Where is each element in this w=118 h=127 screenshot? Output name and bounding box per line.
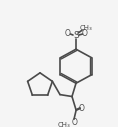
Text: O: O — [72, 118, 78, 126]
Text: CH₃: CH₃ — [80, 25, 92, 31]
Text: O: O — [65, 29, 71, 38]
Text: O: O — [82, 29, 88, 38]
Text: CH₃: CH₃ — [58, 122, 70, 127]
Text: O: O — [79, 104, 85, 113]
Text: S: S — [73, 31, 79, 41]
